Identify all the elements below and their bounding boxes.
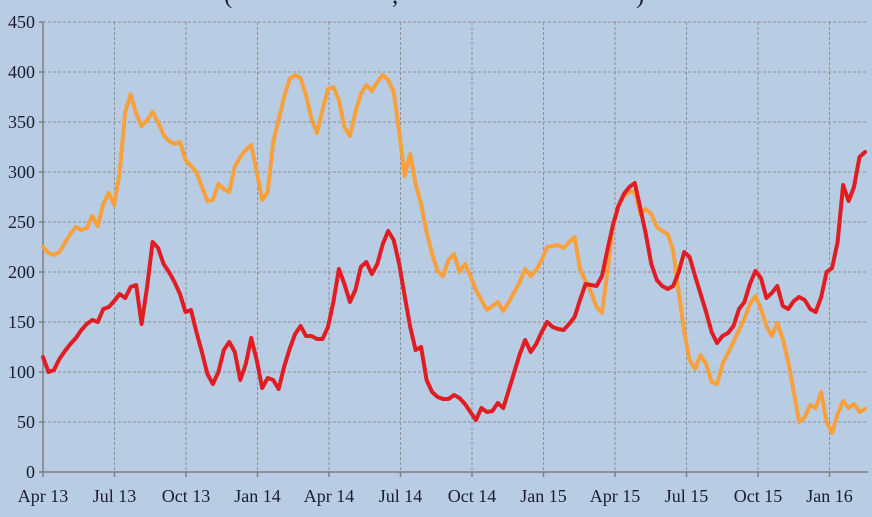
y-tick-label-400: 400 — [8, 62, 35, 82]
x-tick-label-jul-15: Jul 15 — [664, 486, 709, 506]
x-tick-label-jan-14: Jan 14 — [234, 486, 281, 506]
y-tick-label-100: 100 — [8, 362, 35, 382]
title-fragment-comma: , — [392, 0, 398, 8]
x-tick-label-apr-13: Apr 13 — [17, 486, 69, 506]
x-tick-label-oct-15: Oct 15 — [733, 486, 783, 506]
x-tick-label-jan-16: Jan 16 — [806, 486, 853, 506]
y-tick-label-350: 350 — [8, 112, 35, 132]
orange-series — [41, 73, 867, 435]
y-tick-label-250: 250 — [8, 212, 35, 232]
y-tick-label-50: 50 — [17, 412, 35, 432]
y-tick-label-450: 450 — [8, 12, 35, 32]
cropped-title: ( , ) — [0, 0, 872, 8]
red-series — [41, 150, 867, 422]
y-tick-label-300: 300 — [8, 162, 35, 182]
x-tick-label-apr-15: Apr 15 — [589, 486, 641, 506]
x-tick-label-oct-14: Oct 14 — [447, 486, 497, 506]
y-tick-label-0: 0 — [26, 462, 35, 482]
y-tick-label-150: 150 — [8, 312, 35, 332]
x-tick-label-jul-13: Jul 13 — [92, 486, 137, 506]
x-tick-label-jan-15: Jan 15 — [520, 486, 567, 506]
x-tick-label-apr-14: Apr 14 — [303, 486, 355, 506]
title-fragment-close-paren: ) — [636, 0, 644, 8]
title-fragment-open-paren: ( — [224, 0, 232, 8]
y-tick-label-200: 200 — [8, 262, 35, 282]
x-tick-label-oct-13: Oct 13 — [161, 486, 211, 506]
x-tick-label-jul-14: Jul 14 — [378, 486, 423, 506]
